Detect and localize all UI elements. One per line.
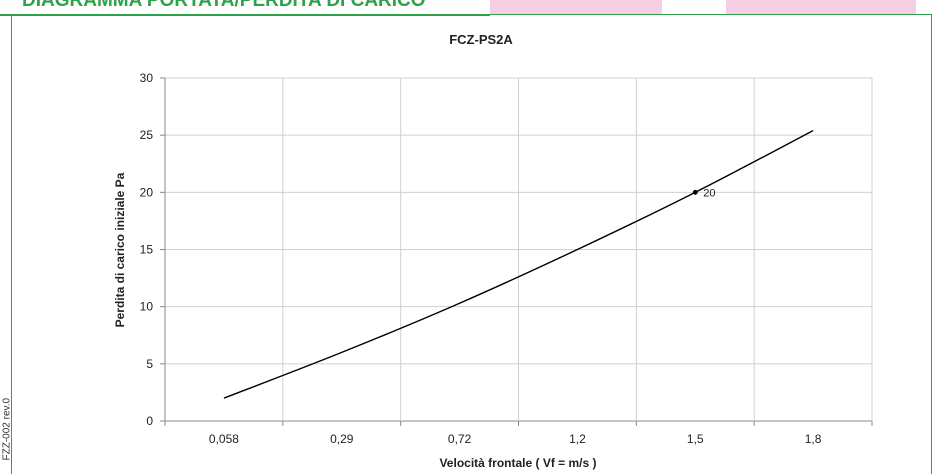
series-layer — [223, 129, 814, 399]
y-tick-label: 25 — [140, 128, 154, 142]
x-tick-label: 1,2 — [569, 432, 586, 446]
page-title: DIAGRAMMA PORTATA/PERDITA DI CARICO — [22, 0, 426, 11]
y-tick-label: 20 — [140, 185, 154, 199]
label-layer: 0 5 10 15 20 25 30 0,058 0,29 0,72 1,2 1,5 1,8 20 — [140, 71, 822, 446]
x-tick-label: 1,8 — [805, 432, 822, 446]
axis-layer — [160, 77, 873, 426]
x-axis-label: Velocità frontale ( Vf = m/s ) — [439, 456, 596, 470]
data-label: 20 — [703, 187, 715, 199]
y-tick-label: 15 — [140, 243, 154, 257]
header-underline — [0, 14, 490, 16]
y-tick-label: 10 — [140, 300, 154, 314]
x-tick-label: 0,72 — [448, 432, 472, 446]
data-point-marker — [692, 189, 698, 195]
y-tick-label: 0 — [146, 414, 153, 428]
header-tab-left — [490, 0, 662, 14]
header-tab-right — [726, 0, 916, 14]
grid-layer — [164, 77, 873, 422]
series-line — [223, 129, 814, 399]
chart-frame — [11, 14, 932, 474]
x-tick-label: 0,058 — [209, 432, 239, 446]
chart-title: FCZ-PS2A — [449, 32, 513, 47]
y-tick-label: 5 — [146, 357, 153, 371]
header-band: DIAGRAMMA PORTATA/PERDITA DI CARICO — [0, 0, 945, 16]
x-tick-label: 0,29 — [330, 432, 354, 446]
y-tick-label: 30 — [140, 71, 154, 85]
x-tick-label: 1,5 — [687, 432, 704, 446]
y-axis-label: Perdita di carico iniziale Pa — [113, 172, 127, 327]
